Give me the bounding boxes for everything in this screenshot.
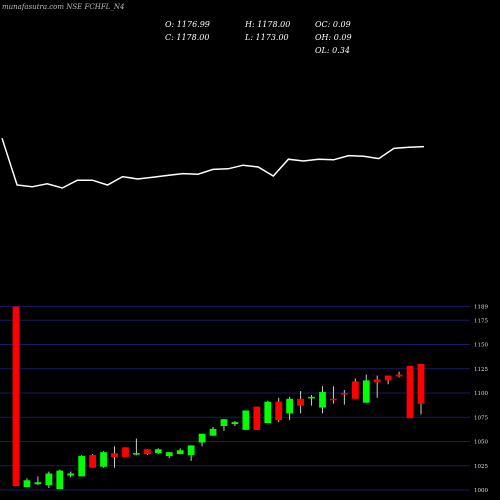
candle xyxy=(198,433,206,447)
y-tick-label: 1025 xyxy=(474,464,488,470)
y-tick-label: 1000 xyxy=(474,488,488,494)
candle xyxy=(12,306,20,487)
candle xyxy=(319,386,326,414)
candle-body xyxy=(45,473,53,486)
candle xyxy=(209,426,217,436)
y-tick-label: 1150 xyxy=(474,343,488,349)
candle xyxy=(286,396,294,421)
open-low-value: OL: 0.34 xyxy=(315,46,350,55)
open-high-value: OH: 0.09 xyxy=(315,33,352,42)
candle-body xyxy=(187,445,195,456)
close-value: C: 1178.00 xyxy=(165,33,210,42)
candle xyxy=(395,371,403,378)
candle xyxy=(133,438,140,456)
candle xyxy=(330,386,337,404)
candle xyxy=(220,419,228,431)
candle-body xyxy=(406,365,414,419)
low-value: L: 1173.00 xyxy=(245,33,289,42)
candle xyxy=(373,375,381,398)
candle xyxy=(23,478,31,488)
candle xyxy=(362,374,370,403)
candle-body xyxy=(67,473,75,476)
watermark-title: munafasutra.com NSE FCHFL_N4 xyxy=(2,3,125,11)
candle xyxy=(253,406,261,430)
candle xyxy=(264,400,272,424)
candle-body xyxy=(111,453,118,458)
candle-body xyxy=(154,449,162,454)
candle xyxy=(89,454,97,468)
price-axis: 1000 1025 1050 1075 1100 1125 1150 1175 1189 xyxy=(474,305,488,494)
y-tick-label: 1100 xyxy=(474,391,488,397)
candle xyxy=(78,455,86,477)
price-line xyxy=(1,137,425,189)
high-value: H: 1178.00 xyxy=(245,20,291,29)
candle-body xyxy=(12,306,20,487)
candle xyxy=(187,445,195,461)
candle xyxy=(340,390,348,405)
candle-body xyxy=(330,398,337,401)
candle-body xyxy=(384,375,392,381)
open-value: O: 1176.99 xyxy=(165,20,210,29)
price-line-panel xyxy=(1,137,425,189)
candle-body xyxy=(78,456,86,477)
candlestick-panel xyxy=(12,306,425,490)
candle xyxy=(417,363,425,415)
candle xyxy=(351,378,359,399)
candle-body xyxy=(176,450,184,455)
candle-body xyxy=(362,380,370,403)
candle xyxy=(406,365,414,419)
candle xyxy=(297,391,304,414)
candle-body xyxy=(209,428,217,436)
candle-body xyxy=(56,470,64,490)
candle xyxy=(45,471,53,489)
candle-body xyxy=(297,398,304,406)
candle-body xyxy=(198,433,206,443)
candle-body xyxy=(100,452,107,467)
candle-body xyxy=(308,396,315,399)
candle-body xyxy=(275,401,283,421)
candle xyxy=(67,471,75,478)
candle-body xyxy=(351,381,359,399)
candle-body xyxy=(264,401,272,424)
candle-body xyxy=(133,453,140,455)
candle-body xyxy=(340,393,348,395)
candle-body xyxy=(122,447,129,458)
candle-body xyxy=(220,419,228,426)
candle-body xyxy=(231,422,239,425)
candle xyxy=(56,469,64,490)
candle-body xyxy=(417,363,425,404)
candle xyxy=(100,451,107,468)
candle-body xyxy=(23,480,31,488)
candle xyxy=(111,446,118,468)
candle xyxy=(34,476,42,486)
candle xyxy=(275,397,283,423)
candle-body xyxy=(286,398,294,414)
candle xyxy=(308,394,315,406)
candle xyxy=(242,410,250,430)
candle-body xyxy=(165,452,173,457)
y-tick-label: 1125 xyxy=(474,367,488,373)
candle xyxy=(176,448,184,455)
candle-body xyxy=(253,406,261,430)
y-tick-label: 1175 xyxy=(474,318,488,324)
y-tick-label: 1189 xyxy=(474,305,488,311)
candle xyxy=(122,447,129,458)
candle-body xyxy=(143,449,151,455)
candle-body xyxy=(395,374,403,377)
open-close-value: OC: 0.09 xyxy=(315,20,351,29)
candle-body xyxy=(242,410,250,430)
candle xyxy=(231,421,239,426)
candle-body xyxy=(373,379,381,383)
candle-body xyxy=(319,392,326,408)
candle-body xyxy=(34,482,42,485)
candle-body xyxy=(89,455,97,468)
candle xyxy=(165,452,173,458)
candle xyxy=(143,449,151,456)
candle xyxy=(154,448,162,455)
candlestick-grid xyxy=(0,306,470,491)
y-tick-label: 1075 xyxy=(474,415,488,421)
candle xyxy=(384,375,392,385)
y-tick-label: 1050 xyxy=(474,440,488,446)
